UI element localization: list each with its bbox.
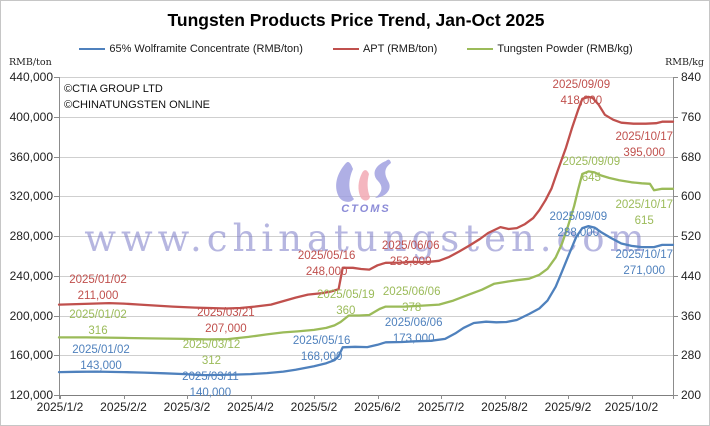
annotation-value: 615 [634,214,654,227]
annotation-2025-09-09: 2025/09/09 418,000 [535,77,627,109]
right-axis-tick-label: 760 [681,109,702,124]
legend-line-swatch [467,47,494,51]
left-axis-unit-label: RMB/ton [9,57,52,68]
copyright-notice: ©CTIA GROUP LTD ©CHINATUNGSTEN ONLINE [64,81,210,113]
annotation-date: 2025/06/06 [382,285,441,298]
legend-item-1: APT (RMB/ton) [332,43,438,55]
annotation-value: 312 [201,355,222,368]
x-axis-tick-label: 2025/9/2 [544,400,592,414]
annotation-date: 2025/10/17 [615,130,673,143]
legend-label: 65% Wolframite Concentrate (RMB/ton) [109,43,303,55]
annotation-2025-05-16: 2025/05/16 168,000 [276,333,368,365]
annotation-2025-06-06: 2025/06/06 378 [366,284,458,316]
chinatungsten-logo [336,159,391,202]
chart-legend: 65% Wolframite Concentrate (RMB/ton) APT … [1,41,709,57]
right-axis-tick-label: 280 [681,348,702,363]
annotation-2025-03-21: 2025/03/21 207,000 [180,305,272,337]
left-axis-tick-label: 120,000 [9,388,53,402]
right-axis-tick-label: 440 [681,268,702,283]
legend-label: APT (RMB/ton) [362,43,438,55]
annotation-2025-10-17: 2025/10/17 271,000 [598,247,690,279]
left-axis-tick-label: 320,000 [9,189,53,204]
left-axis-tick-label: 360,000 [9,149,53,164]
annotation-2025-01-02: 2025/01/02 211,000 [52,272,144,304]
annotation-value: 207,000 [205,322,247,335]
annotation-date: 2025/03/12 [182,339,241,352]
right-axis-tick-label: 680 [681,149,702,164]
annotation-date: 2025/10/17 [615,248,673,261]
annotation-value: 645 [581,171,601,184]
x-axis-tick-label: 2025/2/2 [100,400,147,414]
annotation-value: 253,000 [389,255,432,268]
x-axis-tick-label: 2025/1/2 [36,400,84,414]
legend-item-0: 65% Wolframite Concentrate (RMB/ton) [79,43,303,55]
annotation-date: 2025/03/21 [197,306,255,319]
x-axis-tick-label: 2025/8/2 [481,400,528,414]
x-axis-tick-label: 2025/4/2 [227,400,274,414]
annotation-value: 211,000 [77,289,119,302]
right-axis-tick-label: 520 [681,229,702,243]
annotation-value: 168,000 [300,351,343,364]
left-axis-tick-label: 240,000 [9,268,53,283]
annotation-date: 2025/03/11 [182,371,239,384]
annotation-date: 2025/09/09 [552,78,611,91]
right-axis-tick-label: 360 [681,308,702,323]
annotation-2025-05-16: 2025/05/16 248,000 [281,248,373,280]
annotation-value: 395,000 [623,146,665,159]
left-axis-tick-label: 400,000 [9,109,53,124]
annotation-value: 140,000 [189,387,232,400]
annotation-date: 2025/05/16 [297,249,356,262]
annotation-2025-10-17: 2025/10/17 615 [598,197,690,229]
annotation-date: 2025/05/16 [292,335,351,348]
left-axis-tick-label: 280,000 [9,229,53,243]
annotation-value: 143,000 [80,360,122,373]
x-axis-tick-label: 2025/5/2 [290,400,338,414]
right-axis-unit-label: RMB/kg [665,57,704,68]
annotation-value: 316 [88,325,108,338]
x-axis-tick-label: 2025/7/2 [417,400,465,414]
left-axis-tick-label: 440,000 [9,70,53,84]
annotation-date: 2025/01/02 [69,309,127,322]
annotation-value: 173,000 [392,333,435,346]
x-axis-tick-label: 2025/10/2 [604,400,659,414]
left-axis-tick-label: 200,000 [9,308,53,323]
annotation-value: 271,000 [623,264,665,277]
chart-title: Tungsten Products Price Trend, Jan-Oct 2… [167,10,545,30]
annotation-2025-03-12: 2025/03/12 312 [165,337,257,369]
x-axis-tick-label: 2025/3/2 [163,400,211,414]
copyright-line1: ©CTIA GROUP LTD [64,83,163,95]
legend-line-swatch [79,47,106,51]
annotation-date: 2025/10/17 [615,198,673,211]
annotation-date: 2025/01/02 [72,344,130,357]
annotation-value: 378 [402,301,422,314]
right-axis-tick-label: 840 [681,70,702,84]
legend-item-2: Tungsten Powder (RMB/kg) [467,43,633,55]
annotation-date: 2025/01/02 [69,273,127,286]
annotation-2025-01-02: 2025/01/02 143,000 [55,342,147,374]
legend-line-swatch [332,47,359,51]
right-axis-tick-label: 200 [681,388,702,402]
logo-text: CTOMS [341,203,391,215]
annotation-2025-03-11: 2025/03/11 140,000 [164,369,256,401]
annotation-2025-01-02: 2025/01/02 316 [52,307,144,339]
legend-label: Tungsten Powder (RMB/kg) [497,43,633,55]
annotation-2025-10-17: 2025/10/17 395,000 [598,129,690,161]
left-axis-tick-label: 160,000 [9,348,53,363]
annotation-date: 2025/06/06 [381,239,440,252]
annotation-2025-06-06: 2025/06/06 253,000 [365,238,457,270]
copyright-line2: ©CHINATUNGSTEN ONLINE [64,99,211,111]
annotation-value: 248,000 [305,265,348,278]
right-axis-tick-label: 600 [681,189,702,204]
annotation-2025-06-06: 2025/06/06 173,000 [368,315,460,347]
annotation-value: 418,000 [560,94,603,107]
annotation-date: 2025/06/06 [384,317,443,330]
x-axis-tick-label: 2025/6/2 [354,400,401,414]
